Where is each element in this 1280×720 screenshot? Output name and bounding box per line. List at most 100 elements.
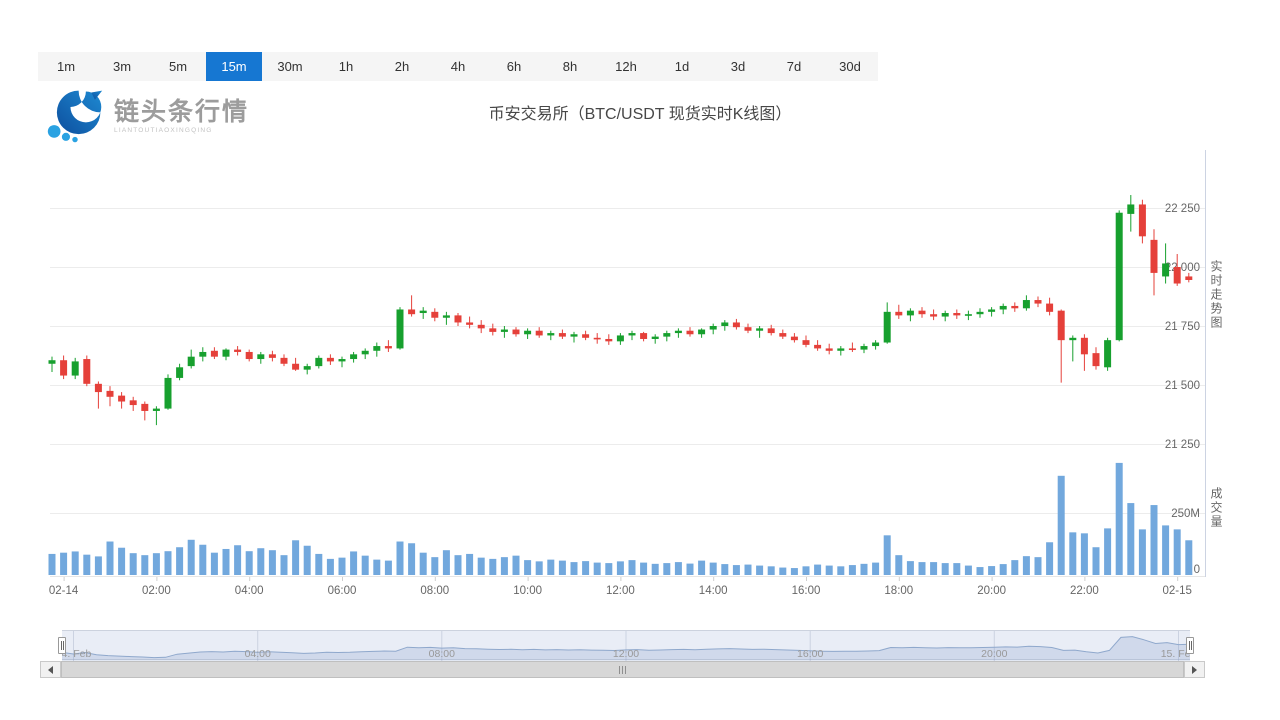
navigator[interactable]: 14. Feb 04:00 08:00 12:00 16:00 20:00 15. Feb: [58, 630, 1194, 661]
candle-body: [570, 334, 578, 337]
candle-body: [152, 408, 160, 411]
volume-bar: [129, 553, 137, 575]
volume-bar: [1115, 462, 1123, 575]
navigator-line: [62, 636, 1190, 659]
timeframe-button-12h[interactable]: 12h: [615, 59, 637, 74]
candle-body: [106, 390, 114, 397]
candle-body: [605, 338, 613, 342]
candle-body: [814, 344, 822, 349]
volume-bar: [187, 539, 195, 575]
candle-body: [500, 329, 508, 332]
candle-body: [176, 367, 184, 378]
timeframe-button-1h[interactable]: 1h: [338, 59, 354, 74]
x-axis-label: 10:00: [513, 585, 542, 597]
navigator-right-handle[interactable]: [1186, 637, 1194, 654]
volume-bar: [674, 562, 682, 575]
volume-bar: [964, 565, 972, 575]
timeframe-button-5m[interactable]: 5m: [168, 59, 188, 74]
volume-bar: [1022, 556, 1030, 575]
volume-bar: [790, 568, 798, 575]
brand-logo: 链头条行情 LIANTOUTIAOXINGQING: [46, 88, 266, 144]
timeframe-button-8h[interactable]: 8h: [562, 59, 578, 74]
volume-bar: [547, 559, 555, 575]
candle-body: [616, 335, 624, 342]
scrollbar-right-button[interactable]: [1184, 661, 1205, 678]
timeframe-button-3m[interactable]: 3m: [112, 59, 132, 74]
candle-body: [709, 326, 717, 330]
volume-bar: [1162, 525, 1170, 575]
candle-body: [918, 310, 926, 315]
timeframe-button-7d[interactable]: 7d: [786, 59, 802, 74]
candle-body: [790, 336, 798, 341]
x-axis-label: 04:00: [235, 585, 264, 597]
timeframe-button-30m[interactable]: 30m: [277, 59, 303, 74]
candle-body: [222, 349, 230, 357]
volume-bar: [906, 561, 914, 575]
volume-bar: [419, 552, 427, 575]
volume-bar: [941, 563, 949, 575]
candle-body: [640, 333, 648, 339]
x-axis-label: 12:00: [606, 585, 635, 597]
volume-bar: [1046, 542, 1054, 575]
timeframe-button-15m[interactable]: 15m: [206, 52, 262, 81]
x-axis-label: 08:00: [420, 585, 449, 597]
candle-body: [767, 328, 775, 334]
candle-body: [1115, 212, 1123, 341]
candle-body: [373, 346, 381, 351]
volume-bar: [988, 566, 996, 575]
timeframe-button-1m[interactable]: 1m: [56, 59, 76, 74]
volume-bar: [616, 561, 624, 575]
timeframe-button-3d[interactable]: 3d: [730, 59, 746, 74]
navigator-tick-label: 20:00: [981, 648, 1007, 660]
volume-bar: [71, 551, 79, 575]
candle-body: [593, 337, 601, 340]
axis-labels: 22 250 22 000 21 750 21 500 21 250 250M 0 02-14…: [49, 203, 1200, 597]
volume-bar: [732, 565, 740, 575]
timeframe-button-6h[interactable]: 6h: [506, 59, 522, 74]
volume-bar: [698, 560, 706, 575]
volume-bar: [999, 564, 1007, 575]
right-arrow-icon: [1192, 665, 1197, 674]
candle-body: [686, 330, 694, 335]
volume-bar: [408, 543, 416, 575]
candle-body: [895, 311, 903, 316]
candle-body: [164, 377, 172, 409]
scrollbar-left-button[interactable]: [40, 661, 61, 678]
timeframe-button-4h[interactable]: 4h: [450, 59, 466, 74]
candle-body: [384, 346, 392, 349]
volume-bar: [106, 541, 114, 575]
volume-bar: [663, 563, 671, 575]
navigator-left-handle[interactable]: [58, 637, 66, 654]
candle-body: [396, 309, 404, 349]
candle-body: [1092, 353, 1100, 367]
candle-body: [199, 351, 207, 357]
timeframe-button-2h[interactable]: 2h: [394, 59, 410, 74]
scrollbar-thumb[interactable]: [61, 661, 1184, 678]
volume-bar: [373, 559, 381, 575]
volume-bar: [431, 557, 439, 575]
volume-bar: [628, 560, 636, 575]
volume-bar: [280, 555, 288, 575]
volume-bar: [222, 548, 230, 575]
horizontal-scrollbar[interactable]: [40, 661, 1205, 678]
volume-bar: [605, 563, 613, 575]
price-axis-label: 21 750: [1165, 321, 1200, 333]
candle-body: [802, 340, 810, 345]
candle-body: [71, 361, 79, 376]
candle-body: [245, 351, 253, 360]
timeframe-button-1d[interactable]: 1d: [674, 59, 690, 74]
volume-bar: [593, 562, 601, 575]
volume-bar: [48, 553, 56, 575]
volume-bar: [477, 557, 485, 575]
volume-bar: [802, 566, 810, 575]
scrollbar-track[interactable]: [61, 661, 1184, 678]
volume-bar: [118, 547, 126, 575]
candle-body: [988, 309, 996, 312]
volume-bar: [245, 551, 253, 575]
x-axis-label: 20:00: [977, 585, 1006, 597]
candle-body: [489, 328, 497, 332]
timeframe-button-30d[interactable]: 30d: [839, 59, 861, 74]
volume-bar: [953, 563, 961, 575]
candle-body: [431, 311, 439, 318]
